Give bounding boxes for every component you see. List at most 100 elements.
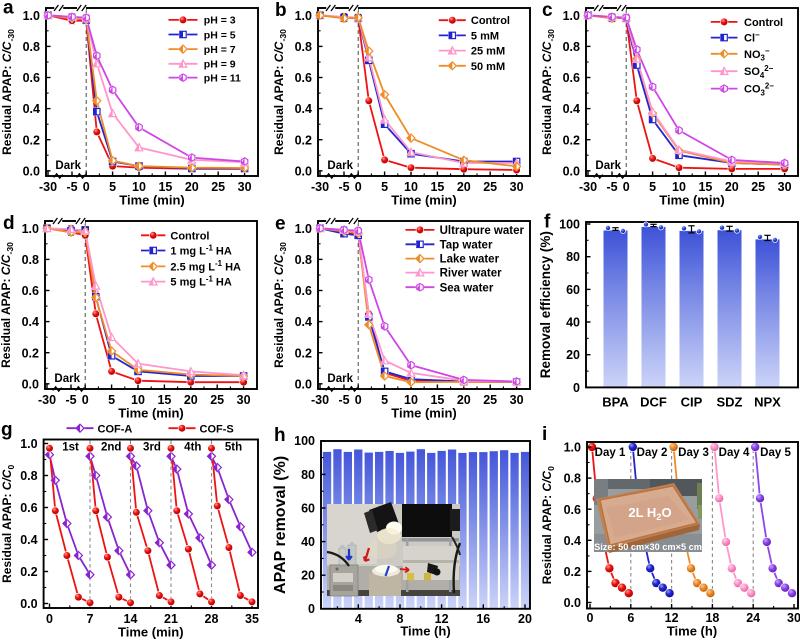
svg-text:SDZ: SDZ: [717, 394, 743, 409]
svg-text:0.8: 0.8: [20, 469, 37, 483]
svg-text:25 mM: 25 mM: [471, 46, 505, 58]
svg-text:1.0: 1.0: [563, 9, 580, 23]
svg-text:Removal efficiency (%): Removal efficiency (%): [538, 231, 553, 378]
svg-text:2.5 mg L-1 HA: 2.5 mg L-1 HA: [170, 259, 241, 273]
svg-text:5th: 5th: [225, 442, 242, 454]
svg-text:NPX: NPX: [754, 394, 781, 409]
svg-text:0.8: 0.8: [295, 253, 312, 267]
svg-text:20: 20: [518, 612, 532, 626]
svg-text:COF-S: COF-S: [200, 423, 234, 435]
svg-text:pH = 5: pH = 5: [204, 29, 236, 41]
svg-text:30: 30: [510, 180, 524, 194]
svg-text:0.8: 0.8: [564, 472, 581, 486]
svg-text:-30: -30: [579, 180, 597, 194]
svg-text:1.0: 1.0: [295, 9, 312, 23]
svg-text:8: 8: [397, 612, 404, 626]
svg-text:Ultrapure water: Ultrapure water: [440, 225, 525, 237]
svg-text:pH = 11: pH = 11: [204, 72, 241, 84]
svg-text:-5: -5: [338, 393, 349, 407]
svg-text:20: 20: [301, 569, 315, 583]
svg-text:20: 20: [566, 348, 580, 362]
svg-text:0.4: 0.4: [20, 533, 37, 547]
svg-text:25: 25: [210, 393, 224, 407]
svg-text:25: 25: [483, 393, 497, 407]
svg-text:CO32−: CO32−: [744, 81, 774, 97]
svg-text:0.4: 0.4: [564, 534, 581, 548]
svg-text:h: h: [274, 425, 286, 446]
svg-text:100: 100: [559, 217, 580, 231]
svg-text:0.2: 0.2: [295, 346, 312, 360]
svg-text:5: 5: [649, 180, 656, 194]
svg-text:0: 0: [623, 180, 630, 194]
svg-text:0.2: 0.2: [563, 133, 580, 147]
svg-text:-30: -30: [311, 180, 329, 194]
svg-text:pH = 7: pH = 7: [204, 44, 236, 56]
svg-text:1.0: 1.0: [564, 441, 581, 455]
svg-text:0.8: 0.8: [22, 253, 39, 267]
svg-text:Residual APAP: C/C-30: Residual APAP: C/C-30: [0, 242, 15, 368]
svg-text:0.0: 0.0: [20, 597, 37, 611]
svg-text:Time (min): Time (min): [391, 193, 457, 208]
svg-text:80: 80: [566, 250, 580, 264]
svg-text:20: 20: [725, 180, 739, 194]
svg-text:0.6: 0.6: [564, 503, 581, 517]
svg-text:Time (min): Time (min): [118, 406, 184, 421]
svg-text:i: i: [542, 424, 547, 445]
svg-text:BPA: BPA: [602, 394, 629, 409]
svg-text:21: 21: [164, 612, 178, 626]
svg-text:50 mM: 50 mM: [471, 61, 505, 73]
svg-text:DCF: DCF: [640, 394, 667, 409]
svg-text:c: c: [542, 0, 553, 21]
svg-text:0.4: 0.4: [22, 315, 39, 329]
svg-text:5: 5: [109, 180, 116, 194]
svg-text:0: 0: [587, 611, 594, 625]
svg-text:10: 10: [131, 393, 145, 407]
svg-text:Residual APAP: C/C-30: Residual APAP: C/C-30: [540, 29, 556, 155]
svg-text:20: 20: [457, 180, 471, 194]
svg-text:30: 30: [237, 393, 251, 407]
svg-text:6: 6: [627, 611, 634, 625]
svg-text:SO42−: SO42−: [744, 64, 774, 80]
svg-text:20: 20: [185, 180, 199, 194]
svg-text:Control: Control: [744, 17, 783, 29]
svg-text:2L H2O: 2L H2O: [628, 505, 671, 522]
svg-text:Control: Control: [170, 230, 209, 242]
svg-text:Time (min): Time (min): [659, 193, 725, 208]
svg-text:10: 10: [404, 393, 418, 407]
svg-text:2nd: 2nd: [101, 442, 121, 454]
svg-text:0.6: 0.6: [563, 71, 580, 85]
svg-text:0: 0: [355, 393, 362, 407]
svg-text:15: 15: [698, 180, 712, 194]
svg-text:60: 60: [566, 283, 580, 297]
svg-text:Residual APAP: C/C0: Residual APAP: C/C0: [540, 466, 556, 584]
svg-text:5 mg L-1 HA: 5 mg L-1 HA: [170, 274, 231, 288]
svg-text:Dark: Dark: [327, 160, 353, 172]
svg-text:5 mM: 5 mM: [471, 30, 499, 42]
svg-text:a: a: [3, 0, 14, 19]
svg-text:14: 14: [124, 612, 138, 626]
svg-text:Residual APAP: C/C-30: Residual APAP: C/C-30: [272, 29, 288, 155]
svg-text:Dark: Dark: [327, 373, 353, 385]
svg-text:15: 15: [157, 393, 171, 407]
svg-text:Day 3: Day 3: [678, 447, 709, 459]
svg-text:Time (h): Time (h): [667, 624, 717, 639]
svg-text:5: 5: [381, 393, 388, 407]
svg-text:0: 0: [46, 612, 53, 626]
svg-text:1.0: 1.0: [20, 437, 37, 451]
svg-text:Day 5: Day 5: [760, 447, 791, 459]
svg-text:1.0: 1.0: [22, 222, 39, 236]
svg-text:NO3−: NO3−: [744, 47, 770, 63]
svg-text:Time (min): Time (min): [391, 406, 457, 421]
svg-text:30: 30: [510, 393, 524, 407]
svg-text:Lake water: Lake water: [440, 254, 500, 266]
svg-text:25: 25: [211, 180, 225, 194]
svg-text:-5: -5: [65, 393, 76, 407]
svg-text:16: 16: [476, 612, 490, 626]
svg-text:b: b: [275, 0, 287, 21]
svg-text:30: 30: [238, 180, 252, 194]
svg-text:0: 0: [308, 602, 315, 616]
svg-text:60: 60: [301, 501, 315, 515]
svg-text:20: 20: [457, 393, 471, 407]
svg-text:25: 25: [751, 180, 765, 194]
svg-text:0.4: 0.4: [563, 102, 580, 116]
